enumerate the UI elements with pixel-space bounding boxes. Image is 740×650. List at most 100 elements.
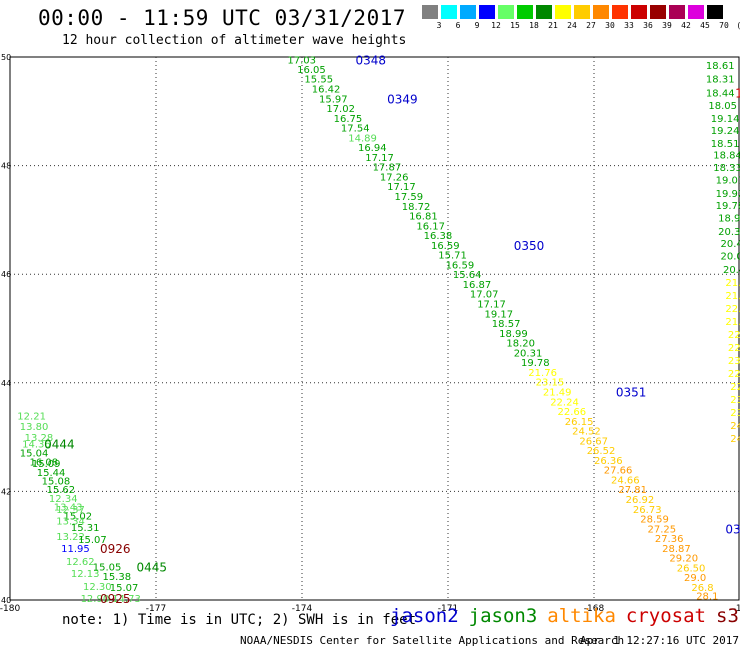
wave-height-label: 28.87 — [662, 544, 691, 555]
wave-height-label: 16.59 — [431, 241, 460, 252]
wave-height-label: 20.31 — [514, 348, 543, 359]
pass-time-label: 03 — [725, 522, 740, 536]
wave-height-label: 12.37 — [56, 505, 85, 516]
scale-label: 15 — [510, 21, 520, 30]
wave-height-label: 26.73 — [633, 505, 662, 516]
wave-height-label: 22.8 — [728, 369, 740, 380]
wave-height-label: 24.2 — [730, 421, 740, 432]
wave-height-label: 17.87 — [373, 163, 402, 174]
wave-height-label: 21.3 — [725, 278, 740, 289]
y-tick-label: 40 — [1, 596, 11, 605]
wave-height-label: 16.38 — [424, 231, 453, 242]
wave-height-label: 26.92 — [626, 495, 655, 506]
legend-s3a: s3a — [716, 605, 740, 627]
scale-label: 33 — [624, 21, 634, 30]
wave-height-label: 11.95 — [61, 544, 90, 555]
wave-height-label: 23.9 — [730, 408, 740, 419]
scale-label: 45 — [700, 21, 710, 30]
wave-height-label: 22.1 — [725, 304, 740, 315]
legend-jason3: jason3 — [468, 605, 538, 627]
wave-height-label: 26.36 — [594, 456, 623, 467]
pass-time-label: 0348 — [356, 54, 387, 68]
pass-time-label: 0926 — [100, 542, 131, 556]
wave-height-label: 14.36 — [22, 440, 51, 451]
wave-height-label: 24.52 — [572, 427, 601, 438]
chart-subtitle: 12 hour collection of altimeter wave hei… — [62, 33, 407, 48]
pass-time-label: 1 — [735, 86, 740, 100]
wave-height-label: 15.05 — [93, 562, 122, 573]
pass-time-label: 0444 — [44, 438, 75, 452]
wave-height-label: 18.72 — [402, 202, 431, 213]
wave-height-label: 19.24 — [711, 126, 740, 137]
wave-height-label: 12.21 — [17, 411, 46, 422]
wave-height-label: 17.59 — [394, 192, 423, 203]
wave-height-label: 15.04 — [20, 448, 49, 459]
wave-height-label: 13.28 — [25, 433, 54, 444]
scale-swatch — [650, 5, 666, 19]
wave-height-label: 17.03 — [287, 56, 316, 67]
wave-height-label: 17.07 — [470, 290, 499, 301]
scale-swatch — [688, 5, 704, 19]
wave-height-label: 15.07 — [110, 583, 139, 594]
scale-label: 27 — [586, 21, 596, 30]
pass-time-label: 0925 — [100, 592, 131, 606]
wave-height-label: 22.24 — [550, 397, 579, 408]
wave-height-label: 27.25 — [648, 524, 677, 535]
wave-height-label: 20.40 — [723, 265, 740, 276]
pass-time-label: 0445 — [137, 560, 168, 574]
wave-height-label: 26.8 — [691, 583, 713, 594]
wave-height-label: 12.62 — [66, 557, 95, 568]
scale-swatch — [593, 5, 609, 19]
y-tick-label: 42 — [1, 487, 11, 496]
scale-label: 3 — [436, 21, 442, 30]
wave-height-label: 15.31 — [71, 523, 100, 534]
x-tick-label: -171 — [438, 604, 458, 614]
wave-height-label: 20.49 — [721, 239, 740, 250]
wave-height-label: 17.17 — [387, 182, 416, 193]
wave-height-label: 13.43 — [54, 503, 83, 514]
wave-height-label: 13.34 — [56, 517, 85, 528]
wave-height-label: 19.92 — [716, 189, 740, 200]
wave-height-label: 26.67 — [579, 436, 608, 447]
wave-height-label: 15.97 — [319, 94, 348, 105]
wave-height-label: 26.50 — [677, 563, 706, 574]
y-tick-label: 46 — [1, 270, 11, 279]
wave-height-label: 19.78 — [716, 201, 740, 212]
plot-frame — [9, 56, 740, 601]
wave-height-label: 27.81 — [618, 485, 647, 496]
wave-height-label: 18.84 — [713, 151, 740, 162]
wave-height-label: 19.17 — [485, 309, 514, 320]
wave-height-label: 23.1 — [728, 356, 740, 367]
scale-swatch — [555, 5, 571, 19]
wave-height-label: 22.7 — [728, 330, 740, 341]
pass-time-label: 0351 — [616, 385, 647, 399]
y-tick-label: 50 — [1, 53, 11, 62]
scale-swatch — [498, 5, 514, 19]
wave-height-label: 14.89 — [348, 133, 377, 144]
scale-swatch — [612, 5, 628, 19]
wave-height-label: 18.05 — [708, 101, 737, 112]
wave-height-label: 26.15 — [565, 417, 594, 428]
wave-height-label: 23.4 — [730, 395, 740, 406]
wave-height-label: 15.08 — [42, 477, 71, 488]
scale-label: 9 — [474, 21, 480, 30]
wave-height-label: 16.08 — [29, 458, 58, 469]
wave-height-label: 21.3 — [725, 291, 740, 302]
scale-label: 12 — [491, 21, 501, 30]
scale-label: 18 — [529, 21, 539, 30]
wave-height-label: 27.66 — [604, 466, 633, 477]
wave-height-label: 28.59 — [640, 515, 669, 526]
wave-height-label: 13.22 — [56, 532, 85, 543]
wave-height-label: 18.44 — [706, 88, 735, 99]
wave-height-label: 29.20 — [669, 554, 698, 565]
wave-height-label: 18.93 — [718, 214, 740, 225]
x-tick-label: -180 — [0, 604, 20, 614]
wave-height-label: 18.61 — [706, 61, 735, 72]
wave-height-label: 15.09 — [32, 459, 61, 470]
scale-label: 30 — [605, 21, 615, 30]
wave-height-label: 19.78 — [521, 358, 550, 369]
wave-height-label: 15.64 — [453, 270, 482, 281]
wave-height-label: 27.36 — [655, 534, 684, 545]
wave-height-label: 15.07 — [78, 535, 107, 546]
wave-height-label: 29.0 — [684, 573, 706, 584]
